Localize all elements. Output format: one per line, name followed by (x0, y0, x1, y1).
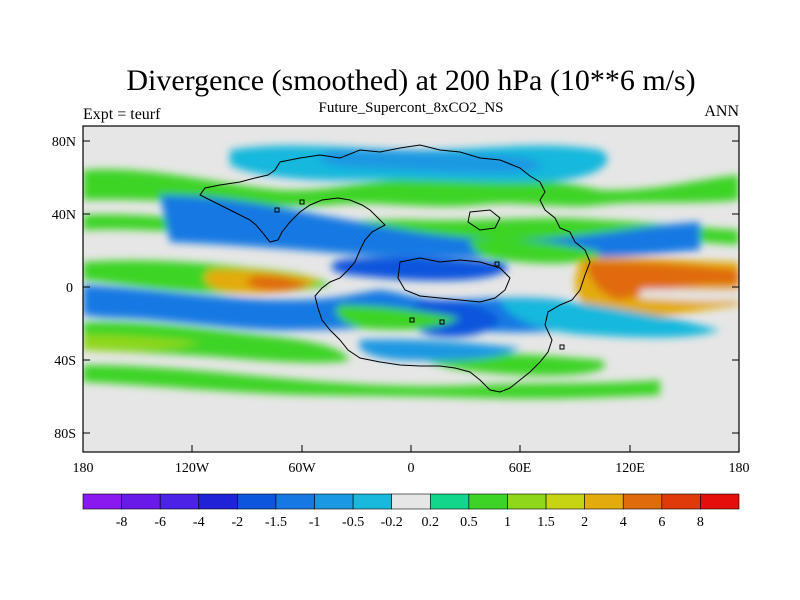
lon-tick-label: 120W (175, 461, 210, 476)
colorbar-label: 4 (620, 515, 627, 530)
colorbar-label: 0.5 (460, 515, 478, 530)
colorbar-swatch (545, 493, 585, 510)
colorbar-swatch (314, 493, 354, 510)
colorbar-swatch (700, 493, 740, 510)
colorbar-swatch (507, 493, 547, 510)
lon-tick-label: 60W (288, 461, 316, 476)
colorbar-label: -8 (116, 515, 128, 530)
colorbar-label: -4 (193, 515, 205, 530)
colorbar-label: 0.2 (422, 515, 440, 530)
colorbar-swatch (121, 493, 161, 510)
colorbar-label: -2 (232, 515, 244, 530)
colorbar-swatch (159, 493, 200, 510)
colorbar-label: 8 (697, 515, 704, 530)
lat-tick-label: 80N (52, 135, 76, 150)
lon-tick-label: 60E (509, 461, 532, 476)
figure-title: Divergence (smoothed) at 200 hPa (10**6 … (126, 64, 695, 97)
colorbar-label: -6 (154, 515, 166, 530)
coastline (199, 144, 591, 393)
colorbar-swatch (661, 493, 701, 510)
experiment-label: Expt = teurf (83, 106, 161, 123)
season-label: ANN (704, 103, 739, 120)
lat-tick-label: 40S (54, 354, 76, 369)
lon-tick-label: 120E (615, 461, 645, 476)
case-label: Future_Supercont_8xCO2_NS (319, 100, 504, 116)
colorbar-swatch (237, 493, 277, 510)
colorbar-swatch (391, 493, 431, 510)
colorbar-swatch (198, 493, 238, 510)
colorbar-swatch (584, 493, 624, 510)
colorbar-label: -1 (309, 515, 321, 530)
lat-tick-label: 0 (66, 281, 73, 296)
divergence-field (83, 126, 739, 452)
lon-tick-label: 0 (408, 461, 415, 476)
colorbar-swatch (275, 493, 315, 510)
colorbar-swatch (622, 493, 663, 510)
colorbar-label: -0.5 (342, 515, 364, 530)
lon-tick-label: 180 (729, 461, 750, 476)
lat-tick-label: 40N (52, 208, 76, 223)
axis-ticks (82, 140, 740, 452)
colorbar-label: -1.5 (265, 515, 287, 530)
colorbar-label: -0.2 (381, 515, 403, 530)
colorbar-labels: -8 -6 -4 -2 -1.5 -1 -0.5 -0.2 0.2 0.5 1 1.5 2 4 6 8 (116, 515, 704, 530)
colorbar-swatch (352, 493, 393, 510)
colorbar-label: 1.5 (537, 515, 555, 530)
colorbar-swatch (468, 493, 508, 510)
lat-tick-label: 80S (54, 427, 76, 442)
colorbar-swatch (82, 493, 122, 510)
colorbar-label: 6 (658, 515, 665, 530)
colorbar-label: 1 (504, 515, 511, 530)
colorbar-label: 2 (581, 515, 588, 530)
lon-tick-label: 180 (73, 461, 94, 476)
colorbar-swatch (429, 493, 470, 510)
colorbar (82, 493, 740, 510)
